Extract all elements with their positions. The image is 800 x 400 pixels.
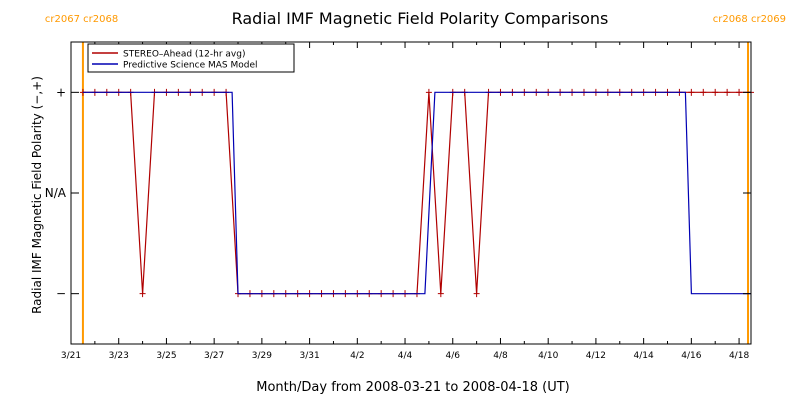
x-tick-label: 3/27 [204, 351, 224, 361]
stereo-ahead-data-point [473, 290, 480, 298]
x-tick-label: 4/16 [681, 351, 701, 361]
y-tick-label: − [56, 287, 66, 301]
legend-label: Predictive Science MAS Model [123, 61, 258, 71]
x-tick-label: 3/29 [252, 351, 272, 361]
x-tick-label: 4/6 [446, 351, 461, 361]
y-tick-label: + [56, 85, 66, 99]
stereo-ahead-data-point [688, 88, 695, 96]
x-tick-label: 4/12 [586, 351, 606, 361]
x-axis-title: Month/Day from 2008-03-21 to 2008-04-18 … [256, 380, 569, 395]
mas-model-series-line [82, 91, 751, 295]
stereo-ahead-data-point [712, 88, 719, 96]
x-tick-label: 4/14 [634, 351, 654, 361]
x-tick-label: 3/31 [299, 351, 319, 361]
stereo-ahead-data-point [437, 290, 444, 298]
x-tick-label: 4/2 [350, 351, 364, 361]
chart-title: Radial IMF Magnetic Field Polarity Compa… [232, 9, 609, 28]
chart-legend: STEREO–Ahead (12-hr avg)Predictive Scien… [87, 43, 295, 73]
stereo-ahead-data-point [425, 88, 432, 96]
carrington-marker-label: cr2068 cr2069 [713, 14, 786, 25]
x-tick-label: 4/8 [493, 351, 508, 361]
y-axis-title: Radial IMF Magnetic Field Polarity (−,+) [30, 76, 44, 314]
carrington-marker-label: cr2067 cr2068 [45, 14, 118, 25]
stereo-ahead-data-point [736, 88, 743, 96]
legend-label: STEREO–Ahead (12-hr avg) [123, 50, 245, 60]
x-tick-label: 4/10 [538, 351, 558, 361]
x-tick-label: 3/23 [109, 351, 129, 361]
x-tick-label: 3/25 [156, 351, 176, 361]
y-tick-label: N/A [45, 186, 67, 200]
legend-box [87, 43, 295, 73]
x-tick-label: 4/4 [398, 351, 413, 361]
stereo-ahead-data-point [724, 88, 731, 96]
stereo-ahead-data-point [139, 290, 146, 298]
stereo-ahead-data-point [700, 88, 707, 96]
x-tick-label: 4/18 [729, 351, 749, 361]
x-tick-label: 3/21 [61, 351, 81, 361]
